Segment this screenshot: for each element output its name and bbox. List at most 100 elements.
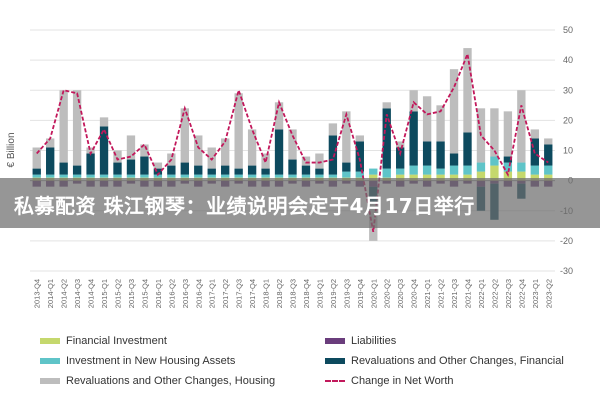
bar-segment xyxy=(503,111,513,157)
legend-label: Revaluations and Other Changes, Housing xyxy=(66,375,276,387)
bar-segment xyxy=(422,141,432,166)
x-tick-label: 2022-Q4 xyxy=(517,279,526,308)
bar-segment xyxy=(261,174,270,178)
legend-swatch xyxy=(40,338,60,344)
y-tick-label: 20 xyxy=(563,115,573,125)
x-tick-label: 2017-Q3 xyxy=(235,279,244,308)
legend-label: Liabilities xyxy=(351,335,397,347)
legend-label: Financial Investment xyxy=(66,335,167,347)
bar-segment xyxy=(140,144,149,157)
bar-segment xyxy=(382,102,391,109)
bar-segment xyxy=(409,174,418,181)
legend-item: Change in Net Worth xyxy=(325,375,454,387)
bar-segment xyxy=(396,141,405,148)
x-tick-label: 2014-Q3 xyxy=(73,279,82,308)
bar-segment xyxy=(288,129,297,160)
bar-segment xyxy=(382,168,391,178)
bar-segment xyxy=(46,147,55,175)
legend-swatch xyxy=(325,380,345,382)
bar-segment xyxy=(544,138,553,145)
bar-segment xyxy=(449,165,459,175)
bar-segment xyxy=(355,135,364,142)
bar-segment xyxy=(180,174,189,178)
bar-segment xyxy=(544,144,553,166)
y-tick-label: -20 xyxy=(560,236,573,246)
bar-segment xyxy=(422,96,432,142)
bar-segment xyxy=(530,165,539,175)
bar-segment xyxy=(59,162,68,175)
bar-segment xyxy=(126,135,136,160)
legend-swatch xyxy=(325,358,345,364)
bar-segment xyxy=(59,90,68,163)
bar-segment xyxy=(530,129,539,139)
bar-segment xyxy=(301,165,311,175)
bar-segment xyxy=(328,135,338,175)
bar-segment xyxy=(221,174,230,178)
x-tick-label: 2016-Q4 xyxy=(194,279,203,308)
bar-segment xyxy=(113,150,122,163)
series-line-net-worth xyxy=(36,50,549,233)
y-tick-label: 30 xyxy=(563,85,573,95)
legend-label: Change in Net Worth xyxy=(351,375,454,387)
bar-segment xyxy=(86,174,95,178)
x-tick-label: 2015-Q4 xyxy=(140,279,149,308)
bar-segment xyxy=(301,156,311,166)
chart: € Billion -30-20-10010203040502013-Q4201… xyxy=(6,25,573,308)
bar-segment xyxy=(194,135,203,166)
bar-segment xyxy=(234,93,243,169)
x-tick-label: 2016-Q2 xyxy=(167,279,176,308)
bar-segment xyxy=(396,147,405,169)
bar-segment xyxy=(46,174,55,178)
y-tick-label: 10 xyxy=(563,146,573,156)
x-tick-label: 2021-Q2 xyxy=(437,279,446,308)
bar-segment xyxy=(422,165,432,175)
bar-segment xyxy=(328,174,338,178)
bar-segment xyxy=(315,153,324,169)
x-tick-label: 2023-Q2 xyxy=(544,279,553,308)
bar-segment xyxy=(328,123,338,136)
bar-segment xyxy=(517,162,526,172)
bar-segment xyxy=(409,90,418,112)
bar-segment xyxy=(247,129,257,166)
bar-segment xyxy=(503,156,513,163)
bar-segment xyxy=(517,171,526,181)
bar-segment xyxy=(490,108,499,157)
x-tick-label: 2019-Q4 xyxy=(356,279,365,308)
legend-label: Revaluations and Other Changes, Financia… xyxy=(351,355,564,367)
bar-segment xyxy=(247,165,257,175)
bar-segment xyxy=(194,174,203,178)
x-tick-label: 2019-Q2 xyxy=(329,279,338,308)
bar-segment xyxy=(167,165,176,175)
x-tick-label: 2015-Q3 xyxy=(127,279,136,308)
bar-segment xyxy=(449,69,459,154)
x-tick-label: 2014-Q4 xyxy=(87,279,96,308)
bar-segment xyxy=(32,174,41,178)
x-tick-label: 2014-Q1 xyxy=(46,279,55,308)
legend-item: Investment in New Housing Assets xyxy=(40,355,235,367)
bar-segment xyxy=(436,168,445,175)
bar-segment xyxy=(274,102,284,130)
bar-segment xyxy=(207,174,216,178)
bar-segment xyxy=(409,111,418,166)
x-tick-label: 2015-Q2 xyxy=(114,279,123,308)
bar-segment xyxy=(274,174,284,178)
x-tick-label: 2021-Q3 xyxy=(450,279,459,308)
bar-segment xyxy=(490,165,499,181)
bar-segment xyxy=(476,162,486,172)
legend-swatch xyxy=(325,338,345,344)
bar-segment xyxy=(153,174,163,178)
bar-segment xyxy=(113,174,122,178)
bar-segment xyxy=(140,174,149,178)
bar-segment xyxy=(59,174,68,178)
bar-segment xyxy=(72,165,82,175)
bar-segment xyxy=(436,105,445,142)
bar-segment xyxy=(436,174,445,181)
bar-segment xyxy=(396,168,405,175)
bar-segment xyxy=(396,174,405,181)
y-tick-label: 50 xyxy=(563,25,573,35)
x-tick-label: 2018-Q3 xyxy=(289,279,298,308)
x-tick-label: 2020-Q4 xyxy=(410,279,419,308)
x-tick-label: 2017-Q1 xyxy=(208,279,217,308)
bar-segment xyxy=(86,153,95,175)
bar-segment xyxy=(517,90,526,163)
